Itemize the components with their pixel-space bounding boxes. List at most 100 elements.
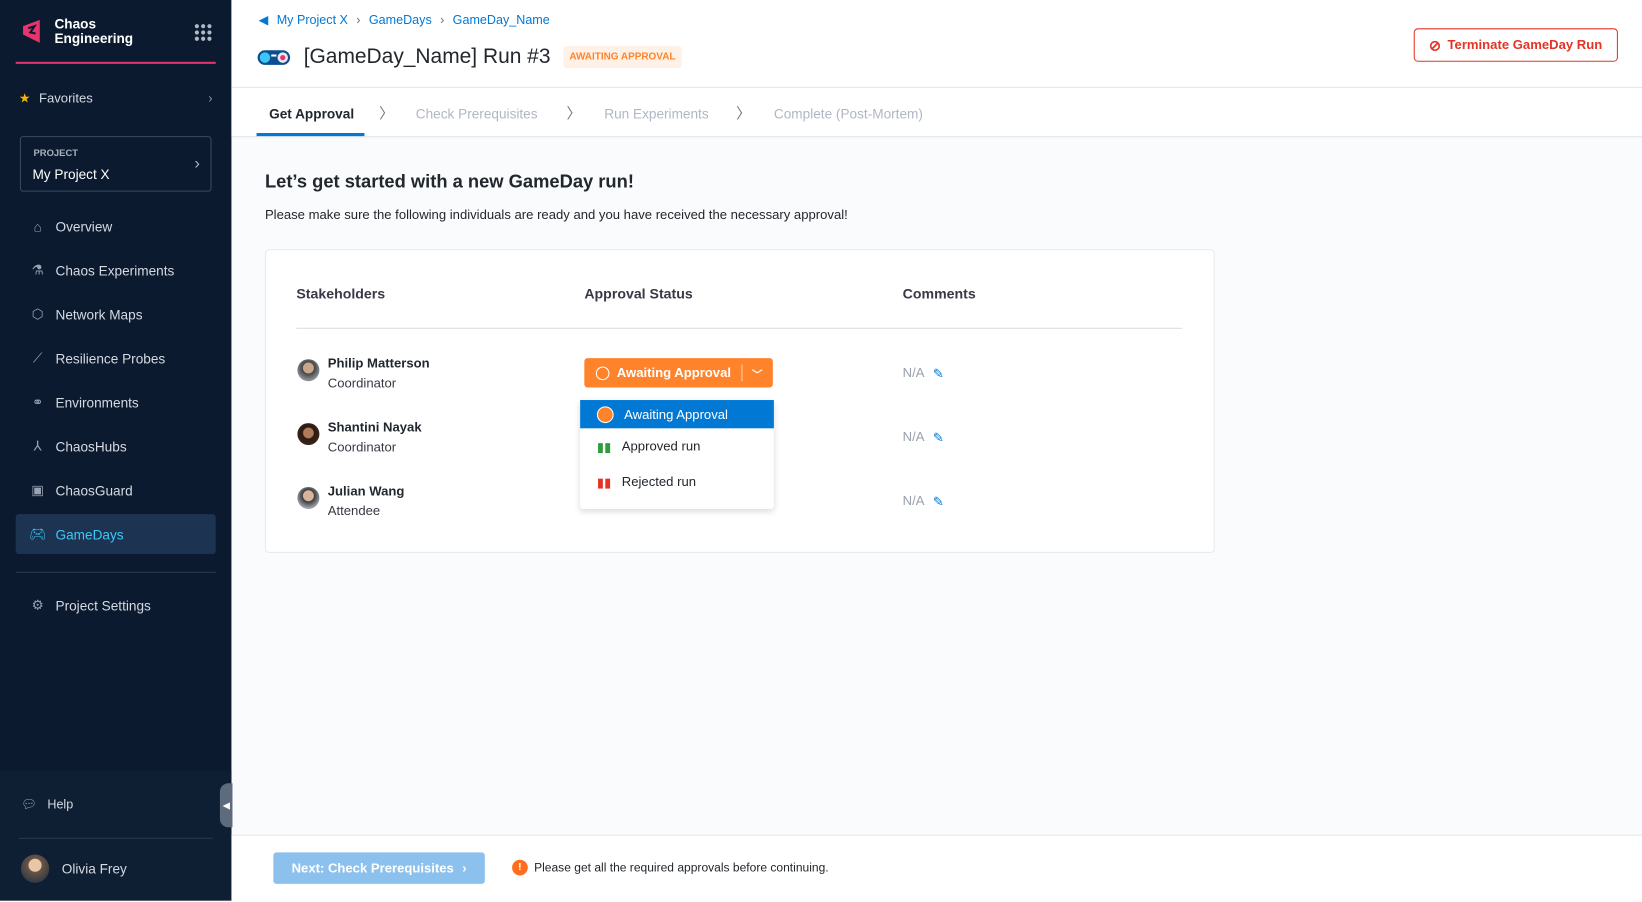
chevron-right-icon: › — [440, 12, 445, 28]
sidebar-item-label: Chaos Experiments — [55, 262, 175, 279]
menu-item-awaiting-approval[interactable]: Awaiting Approval — [580, 400, 774, 429]
chaos-logo-icon — [23, 19, 40, 43]
sidebar-item-label: Overview — [55, 218, 113, 235]
column-header-approval-status: Approval Status — [584, 285, 693, 302]
sidebar-item-resilience-probes[interactable]: ⟋ Resilience Probes — [16, 338, 216, 378]
environments-icon: ⚭ — [31, 393, 44, 410]
sidebar-item-network-maps[interactable]: ⬡ Network Maps — [16, 294, 216, 334]
collapse-sidebar-button[interactable]: ◀ — [219, 783, 233, 828]
brand-logo[interactable]: Chaos Engineering — [19, 15, 138, 47]
stakeholder-role: Coordinator — [327, 439, 397, 455]
chaos-module-icon: ◀ — [258, 12, 269, 28]
sidebar-item-label: Project Settings — [55, 597, 151, 614]
sidebar-item-label: Environments — [55, 394, 139, 410]
edit-icon[interactable]: ✎ — [932, 366, 944, 382]
sidebar-item-chaoshubs[interactable]: ⅄ ChaosHubs — [16, 426, 216, 466]
active-tab-indicator — [256, 132, 365, 137]
stakeholder-role: Attendee — [327, 503, 381, 519]
favorites-item[interactable]: ★ Favorites › — [19, 90, 213, 106]
menu-item-label: Awaiting Approval — [624, 406, 728, 422]
menu-item-approved-run[interactable]: ▮▮ Approved run — [580, 428, 774, 464]
chevron-right-icon: › — [208, 90, 213, 106]
approval-status-dropdown[interactable]: Awaiting Approval ﹀ — [584, 358, 773, 388]
menu-item-label: Approved run — [621, 438, 701, 454]
tab-run-experiments[interactable]: Run Experiments — [604, 105, 709, 122]
sidebar-item-gamedays[interactable]: 🎮︎ GameDays — [15, 514, 216, 554]
divider — [741, 364, 743, 382]
breadcrumb-gamedays[interactable]: GameDays — [368, 12, 432, 28]
divider — [15, 61, 216, 64]
next-check-prerequisites-button[interactable]: Next: Check Prerequisites › — [273, 852, 485, 884]
brand-name: Chaos Engineering — [54, 15, 134, 47]
chevron-right-icon: › — [356, 12, 361, 28]
user-profile[interactable]: Olivia Frey — [20, 854, 127, 883]
project-label: PROJECT — [33, 147, 79, 159]
sidebar: Chaos Engineering ★ Favorites › PROJECT … — [0, 0, 232, 901]
avatar — [297, 423, 320, 446]
table-row: Shantini Nayak Coordinator — [297, 419, 422, 455]
gamepad-icon — [257, 49, 291, 65]
stakeholder-name: Julian Wang — [327, 483, 405, 499]
help-item[interactable]: 💬︎ Help — [21, 797, 73, 812]
avatar — [297, 486, 320, 509]
sidebar-item-chaosguard[interactable]: ▣ ChaosGuard — [16, 470, 216, 510]
divider — [296, 327, 1183, 329]
sidebar-item-overview[interactable]: ⌂ Overview — [16, 206, 216, 246]
comment-cell: N/A ✎ — [903, 493, 944, 509]
probe-icon: ⟋ — [32, 349, 43, 366]
breadcrumb-gameday-name[interactable]: GameDay_Name — [452, 12, 550, 28]
tab-get-approval[interactable]: Get Approval — [269, 105, 355, 122]
warning-text: Please get all the required approvals be… — [534, 861, 829, 874]
footer-bar: Next: Check Prerequisites › ! Please get a… — [231, 834, 1642, 902]
stepper: Get Approval 〉 Check Prerequisites 〉 Run… — [231, 87, 1642, 138]
warning-icon: ! — [512, 859, 528, 876]
sidebar-nav: ⌂ Overview ⚗ Chaos Experiments ⬡ Network Ma… — [15, 206, 216, 558]
gear-icon: ⚙ — [31, 596, 44, 613]
approval-status-value: Awaiting Approval — [616, 365, 731, 381]
gamepad-icon: 🎮︎ — [29, 525, 47, 542]
table-row: Julian Wang Attendee — [297, 483, 405, 519]
section-subheading: Please make sure the following individua… — [264, 207, 848, 223]
home-icon: ⌂ — [33, 218, 42, 235]
divider — [18, 837, 213, 839]
sidebar-item-environments[interactable]: ⚭ Environments — [16, 382, 216, 422]
page-title: [GameDay_Name] Run #3 — [303, 45, 551, 69]
chevron-right-icon: 〉 — [736, 104, 751, 122]
flask-icon: ⚗ — [31, 261, 44, 278]
hexagon-icon: ⬡ — [31, 305, 44, 322]
project-selector[interactable]: PROJECT My Project X › — [19, 136, 212, 192]
menu-item-rejected-run[interactable]: ▮▮ Rejected run — [580, 464, 774, 500]
stakeholder-role: Coordinator — [327, 375, 397, 391]
avatar — [20, 854, 50, 883]
user-name: Olivia Frey — [61, 860, 127, 877]
tab-check-prerequisites[interactable]: Check Prerequisites — [415, 105, 538, 122]
stakeholder-name: Shantini Nayak — [327, 419, 422, 435]
edit-icon[interactable]: ✎ — [932, 430, 944, 446]
table-row: Philip Matterson Coordinator — [297, 356, 430, 391]
status-badge: AWAITING APPROVAL — [563, 46, 682, 69]
tab-complete-post-mortem[interactable]: Complete (Post-Mortem) — [773, 105, 923, 122]
column-header-comments: Comments — [902, 285, 976, 302]
approval-status-menu: Awaiting Approval ▮▮ Approved run ▮▮ Rejec… — [580, 400, 774, 509]
main: ◀ My Project X › GameDays › GameDay_Name [… — [231, 0, 1642, 902]
column-header-stakeholders: Stakeholders — [296, 285, 386, 302]
section-heading: Let’s get started with a new GameDay run… — [264, 170, 634, 192]
thumbs-down-icon: ▮▮ — [596, 474, 612, 490]
edit-icon[interactable]: ✎ — [932, 494, 944, 509]
lock-icon: ▣ — [31, 481, 45, 498]
sidebar-item-project-settings[interactable]: ⚙ Project Settings — [28, 597, 151, 614]
sidebar-item-label: GameDays — [55, 526, 124, 542]
chevron-right-icon: 〉 — [566, 104, 582, 122]
chevron-right-icon: › — [194, 154, 201, 173]
breadcrumb-project[interactable]: My Project X — [276, 12, 348, 28]
comment-value: N/A — [902, 429, 925, 445]
terminate-gameday-button[interactable]: ⊘ Terminate GameDay Run — [1413, 28, 1618, 62]
clock-icon — [596, 405, 614, 423]
star-icon: ★ — [18, 91, 31, 106]
thumbs-up-icon: ▮▮ — [596, 439, 612, 454]
apps-grid-icon[interactable] — [194, 24, 212, 41]
sidebar-item-chaos-experiments[interactable]: ⚗ Chaos Experiments — [16, 250, 216, 290]
menu-item-label: Rejected run — [621, 474, 697, 490]
terminate-label: Terminate GameDay Run — [1447, 37, 1603, 53]
chevron-down-icon: ﹀ — [751, 369, 763, 381]
